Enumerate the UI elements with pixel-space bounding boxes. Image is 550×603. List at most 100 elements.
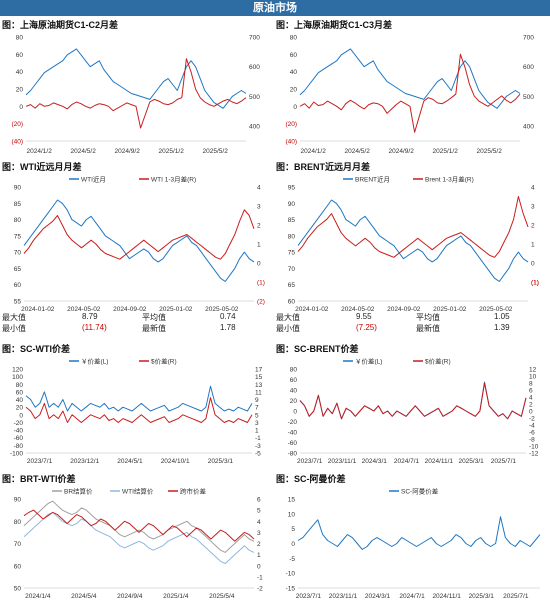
- y-right-tick-label: 1: [257, 552, 261, 559]
- y-left-tick-label: 95: [288, 185, 296, 192]
- y-right-tick-label: -2: [529, 416, 535, 423]
- y-right-tick-label: -6: [529, 430, 535, 437]
- y-right-tick-label: 1: [531, 242, 535, 249]
- wti-stats: 最大值 8.79 平均值 0.74 最小值 (11.74) 最新值 1.78: [2, 312, 274, 340]
- panel-sc-oman: 图：SC-阿曼价差 15 10 5 0 -5 -10 -15 2023/7/1 2023/11/…: [276, 472, 548, 602]
- x-tick-label: 2024/7/1: [399, 593, 425, 600]
- legend-label: ￥价差(L): [355, 357, 382, 366]
- y-left-tick-label: 70: [14, 250, 22, 257]
- y-left-tick-label: (40): [285, 139, 297, 146]
- x-tick-label: 2024/1/2: [27, 148, 53, 155]
- legend-label: Brent 1-3月差(R): [425, 175, 474, 184]
- y-left-tick-label: -10: [286, 571, 296, 578]
- x-tick-label: 2024/7/1: [394, 458, 420, 465]
- stat-min-label: 最小值: [276, 324, 300, 333]
- stat-avg-value: 1.05: [494, 312, 510, 321]
- stat-avg-label: 平均值: [416, 313, 440, 322]
- x-tick-label: 2024/5/4: [71, 593, 97, 600]
- panel-title: 图：WTI近远月月差: [2, 162, 82, 172]
- y-left-tick-label: 20: [16, 87, 24, 94]
- x-tick-label: 2023/7/1: [27, 458, 53, 465]
- y-right-tick-label: 0: [257, 563, 261, 570]
- x-tick-label: 2024/9/4: [117, 593, 143, 600]
- y-right-tick-label: 600: [249, 64, 260, 71]
- x-tick-label: 2024/5/1: [117, 458, 143, 465]
- brent-stats: 最大值 9.55 平均值 1.05 最小值 (7.25) 最新值 1.39: [276, 312, 548, 340]
- x-tick-label: 2025/3/1: [458, 458, 484, 465]
- y-right-tick-label: (1): [257, 280, 265, 287]
- x-tick-label: 2024/11/1: [432, 593, 461, 600]
- stat-max-label: 最大值: [2, 313, 26, 322]
- y-right-tick-label: 3: [255, 420, 259, 427]
- y-right-tick-label: 15: [255, 374, 263, 381]
- y-left-tick-label: 65: [288, 282, 296, 289]
- x-tick-label: 2023/7/1: [296, 593, 322, 600]
- y-right-tick-label: 400: [523, 124, 534, 131]
- legend-label: 跨市价差: [180, 487, 207, 496]
- legend-label: $价差(R): [425, 357, 451, 366]
- y-right-tick-label: 8: [529, 381, 533, 388]
- y-left-tick-label: -15: [286, 586, 296, 593]
- y-left-tick-label: -60: [288, 440, 298, 447]
- x-tick-label: 2024-05-02: [341, 306, 375, 313]
- series-line-$价差(R): [299, 382, 527, 420]
- legend-label: WTI 1-3月差(R): [151, 175, 196, 184]
- series-line-WTI结算价: [23, 511, 255, 564]
- y-left-tick-label: 60: [16, 389, 24, 396]
- x-tick-label: 2025-01-02: [433, 306, 467, 313]
- x-tick-label: 2023/11/1: [329, 593, 358, 600]
- stat-latest-label: 最新值: [142, 324, 166, 333]
- stat-max-value: 9.55: [356, 312, 372, 321]
- series-line-s1: [299, 53, 521, 133]
- y-right-tick-label: 2: [529, 402, 533, 409]
- panel-title: 图：上海原油期货C1-C3月差: [276, 20, 393, 30]
- y-left-tick-label: -5: [289, 556, 295, 563]
- y-left-tick-label: 120: [12, 367, 23, 374]
- y-left-tick-label: (40): [11, 139, 23, 146]
- y-right-tick-label: 6: [257, 497, 261, 504]
- x-tick-label: 2024/3/1: [365, 593, 391, 600]
- y-right-tick-label: 3: [257, 204, 261, 211]
- x-tick-label: 2024/1/2: [301, 148, 327, 155]
- y-left-tick-label: 40: [290, 388, 298, 395]
- stat-min-label: 最小值: [2, 324, 26, 333]
- y-right-tick-label: -8: [529, 437, 535, 444]
- x-tick-label: 2025/7/1: [503, 593, 529, 600]
- x-tick-label: 2023/12/1: [70, 458, 99, 465]
- chart-sc-c1c2: 80 60 40 20 0 (20) (40) 700 600 500 400 2024/1/2 202…: [11, 35, 260, 156]
- y-left-tick-label: 60: [290, 377, 298, 384]
- y-right-tick-label: 2: [531, 223, 535, 230]
- y-left-tick-label: 55: [14, 299, 22, 306]
- y-left-tick-label: -80: [14, 443, 24, 450]
- y-right-tick-label: 2: [257, 223, 261, 230]
- y-right-tick-label: 1: [255, 428, 259, 435]
- y-right-tick-label: 700: [249, 35, 260, 42]
- y-right-tick-label: 500: [249, 94, 260, 101]
- legend-label: BRENT近月: [355, 175, 390, 184]
- y-right-tick-label: 3: [257, 530, 261, 537]
- x-tick-label: 2025/3/1: [469, 593, 495, 600]
- y-right-tick-label: 1: [257, 242, 261, 249]
- y-right-tick-label: 12: [529, 367, 537, 374]
- chart-sc-wti: 120100806040200-20-40-60-80-100171513119…: [10, 357, 263, 466]
- x-tick-label: 2025/1/2: [433, 148, 459, 155]
- y-left-tick-label: 80: [16, 35, 24, 42]
- x-tick-label: 2025/5/2: [477, 148, 503, 155]
- y-right-tick-label: 7: [255, 405, 259, 412]
- y-left-tick-label: 60: [290, 52, 298, 59]
- stat-max-label: 最大值: [276, 313, 300, 322]
- y-right-tick-label: 700: [523, 35, 534, 42]
- y-right-tick-label: 2: [257, 541, 261, 548]
- legend-label: WTI近月: [81, 175, 106, 184]
- legend-label: WTI结算价: [122, 487, 154, 496]
- stat-latest-value: 1.78: [220, 323, 236, 332]
- y-left-tick-label: 10: [288, 511, 296, 518]
- stat-latest-value: 1.39: [494, 323, 510, 332]
- x-tick-label: 2024/11/1: [425, 458, 454, 465]
- chart-sc-brent: 806040200-20-40-60-80121086420-2-4-6-8-1…: [288, 357, 539, 466]
- y-right-tick-label: -4: [529, 423, 535, 430]
- y-right-tick-label: (1): [531, 280, 539, 287]
- series-line-Brent 1-3月差(R): [297, 196, 529, 258]
- x-tick-label: 2025-01-02: [159, 306, 193, 313]
- y-right-tick-label: 0: [257, 261, 261, 268]
